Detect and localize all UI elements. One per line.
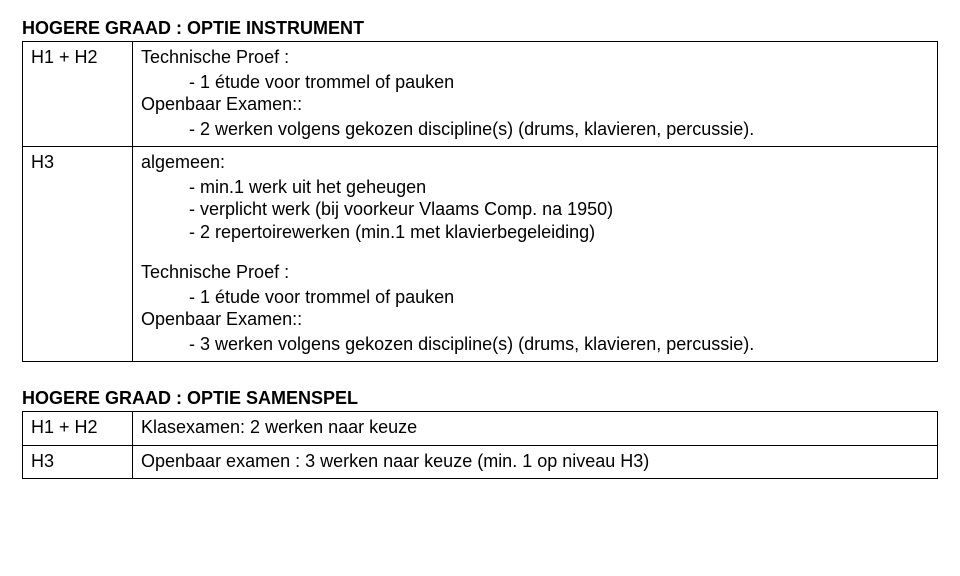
openbaar-examen-label: Openbaar Examen:: <box>141 308 929 331</box>
row-label: H1 + H2 <box>23 412 133 446</box>
section1-table: H1 + H2 Technische Proef : - 1 étude voo… <box>22 41 938 362</box>
row-content: Klasexamen: 2 werken naar keuze <box>133 412 938 446</box>
tech-proef-label: Technische Proef : <box>141 261 929 284</box>
table-row: H3 Openbaar examen : 3 werken naar keuze… <box>23 445 938 479</box>
tech-proef-item: - 1 étude voor trommel of pauken <box>141 286 929 309</box>
algemeen-item: - min.1 werk uit het geheugen <box>141 176 929 199</box>
row-label: H1 + H2 <box>23 42 133 147</box>
row-content: Openbaar examen : 3 werken naar keuze (m… <box>133 445 938 479</box>
row-content: algemeen: - min.1 werk uit het geheugen … <box>133 147 938 362</box>
section2-table: H1 + H2 Klasexamen: 2 werken naar keuze … <box>22 411 938 479</box>
tech-proef-item: - 1 étude voor trommel of pauken <box>141 71 929 94</box>
row-content: Technische Proef : - 1 étude voor tromme… <box>133 42 938 147</box>
openbaar-examen-item: - 3 werken volgens gekozen discipline(s)… <box>141 333 929 356</box>
algemeen-item: - 2 repertoirewerken (min.1 met klavierb… <box>141 221 929 244</box>
algemeen-label: algemeen: <box>141 151 929 174</box>
row-label: H3 <box>23 147 133 362</box>
table-row: H1 + H2 Technische Proef : - 1 étude voo… <box>23 42 938 147</box>
tech-proef-label: Technische Proef : <box>141 46 929 69</box>
section2-title: HOGERE GRAAD : OPTIE SAMENSPEL <box>22 388 938 409</box>
table-row: H3 algemeen: - min.1 werk uit het geheug… <box>23 147 938 362</box>
table-row: H1 + H2 Klasexamen: 2 werken naar keuze <box>23 412 938 446</box>
openbaar-examen-label: Openbaar Examen:: <box>141 93 929 116</box>
openbaar-examen-item: - 2 werken volgens gekozen discipline(s)… <box>141 118 929 141</box>
row-label: H3 <box>23 445 133 479</box>
algemeen-item: - verplicht werk (bij voorkeur Vlaams Co… <box>141 198 929 221</box>
section1-title: HOGERE GRAAD : OPTIE INSTRUMENT <box>22 18 938 39</box>
